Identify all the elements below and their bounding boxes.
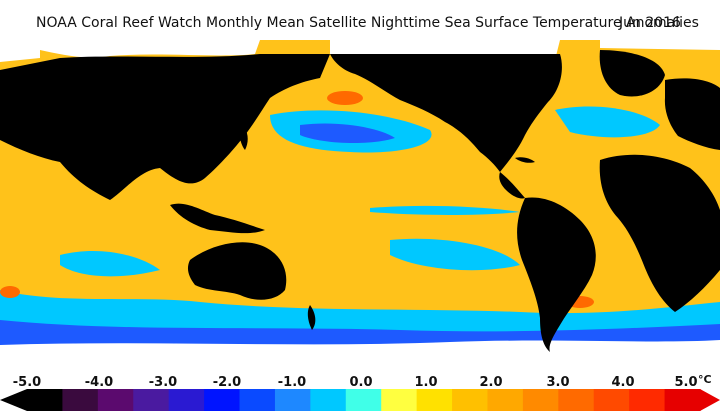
legend-tick: -4.0 (84, 375, 114, 390)
scale-color-cell (274, 389, 311, 411)
scale-color-cell (487, 389, 524, 411)
scale-color-cell (664, 389, 701, 411)
scale-color-cell (62, 389, 99, 411)
color-scale-bar (0, 389, 720, 411)
scale-color-cell (168, 389, 205, 411)
antarctic-ice (0, 340, 720, 370)
scale-color-cell (310, 389, 347, 411)
scale-color-cell (593, 389, 630, 411)
south-america (517, 197, 596, 352)
africa (599, 154, 720, 312)
australia (187, 242, 287, 300)
scale-color-cell (629, 389, 666, 411)
europe (664, 78, 720, 150)
arctic-ice-north-america (40, 40, 260, 58)
scale-color-cell (452, 389, 489, 411)
asia-landmass (0, 54, 330, 200)
legend-tick: 5.0 (674, 375, 698, 390)
legend-tick: 4.0 (611, 375, 635, 390)
bering-sea-hot-spot (327, 91, 363, 105)
map-date: Jun 2016 (619, 15, 681, 31)
legend-tick: 3.0 (546, 375, 570, 390)
scale-high-arrow (700, 389, 720, 411)
greenland (599, 50, 665, 97)
legend-unit: °C (698, 373, 712, 386)
sst-anomaly-map (0, 40, 720, 370)
scale-color-cell (239, 389, 276, 411)
southeast-asia-islands (170, 203, 265, 234)
map-title: NOAA Coral Reef Watch Monthly Mean Satel… (36, 15, 699, 31)
scale-color-cell (204, 389, 241, 411)
legend-tick: 1.0 (414, 375, 438, 390)
caribbean-islands (515, 157, 535, 163)
scale-color-cell (27, 389, 64, 411)
scale-color-cell (558, 389, 595, 411)
map-title-bar: NOAA Coral Reef Watch Monthly Mean Satel… (0, 0, 720, 40)
europe-africa-north-land (0, 98, 25, 135)
cold-anomalies (0, 123, 720, 345)
scale-color-cell (522, 389, 559, 411)
scale-color-cell (416, 389, 453, 411)
north-pacific-cold-core (300, 123, 395, 144)
indian-ocean-cool-patch (60, 250, 160, 277)
north-america (330, 54, 562, 172)
land-masses (0, 50, 720, 352)
new-zealand (307, 305, 316, 330)
legend-tick: -5.0 (12, 375, 42, 390)
equatorial-pacific-cool-tongue (370, 205, 520, 215)
central-america (499, 172, 525, 199)
temperature-legend: -5.0 -4.0 -3.0 -2.0 -1.0 0.0 1.0 2.0 3.0… (0, 371, 720, 411)
indian-ocean-hot-spot (0, 286, 20, 298)
legend-tick: -2.0 (212, 375, 242, 390)
legend-tick: -1.0 (277, 375, 307, 390)
legend-tick: -3.0 (148, 375, 178, 390)
south-pacific-cool-patch (390, 238, 520, 271)
north-atlantic-cool-region (555, 106, 660, 138)
scale-color-cell (97, 389, 134, 411)
arctic-ice-east (600, 40, 720, 50)
legend-tick: 2.0 (479, 375, 503, 390)
arctic-ice-west (0, 40, 40, 62)
scale-color-cell (345, 389, 382, 411)
southern-ocean-cold-band (0, 320, 720, 345)
legend-tick: 0.0 (349, 375, 373, 390)
scale-color-cell (381, 389, 418, 411)
scale-color-cell (133, 389, 170, 411)
japan (239, 120, 248, 150)
scale-low-arrow (0, 389, 27, 411)
